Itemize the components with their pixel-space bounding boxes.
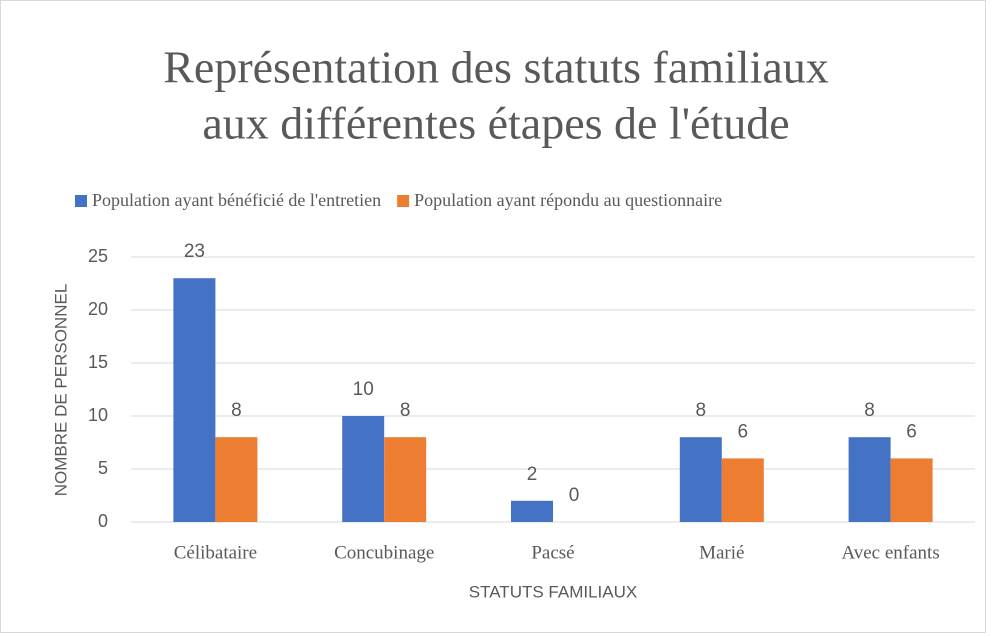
data-label: 6 [906,421,917,442]
data-label: 10 [353,379,374,400]
chart-title: Représentation des statuts familiaux [163,42,829,93]
data-label: 8 [696,400,707,421]
legend-label: Population ayant bénéficié de l'entretie… [92,190,381,210]
x-tick-label: Avec enfants [841,542,939,563]
bar [342,416,385,522]
data-label: 6 [738,421,749,442]
legend-label: Population ayant répondu au questionnair… [414,190,722,210]
chart-title: aux différentes étapes de l'étude [202,98,789,149]
y-tick-label: 25 [88,246,108,266]
data-label: 8 [400,400,411,421]
bar [511,500,553,522]
data-label: 8 [231,400,242,421]
x-tick-label: Concubinage [334,542,434,563]
y-tick-label: 10 [88,405,108,425]
y-tick-label: 0 [98,511,108,531]
bar [173,278,216,522]
data-label: 8 [864,400,875,421]
bar [890,458,933,522]
bar [384,437,427,522]
data-label: 23 [184,241,205,262]
y-tick-label: 20 [88,299,108,319]
data-label: 2 [527,464,538,485]
bar [215,437,258,522]
x-tick-label: Célibataire [174,542,257,563]
legend-swatch [75,195,87,207]
y-tick-label: 5 [98,458,108,478]
x-tick-label: Pacsé [531,542,574,563]
legend-swatch [397,195,410,207]
bar [848,437,891,522]
y-tick-label: 15 [88,352,108,372]
data-label: 0 [569,485,580,506]
y-axis-title: NOMBRE DE PERSONNEL [51,284,70,497]
bar [721,458,764,522]
bar [679,437,722,522]
x-axis-title: STATUTS FAMILIAUX [469,582,637,601]
x-tick-label: Marié [699,542,744,563]
